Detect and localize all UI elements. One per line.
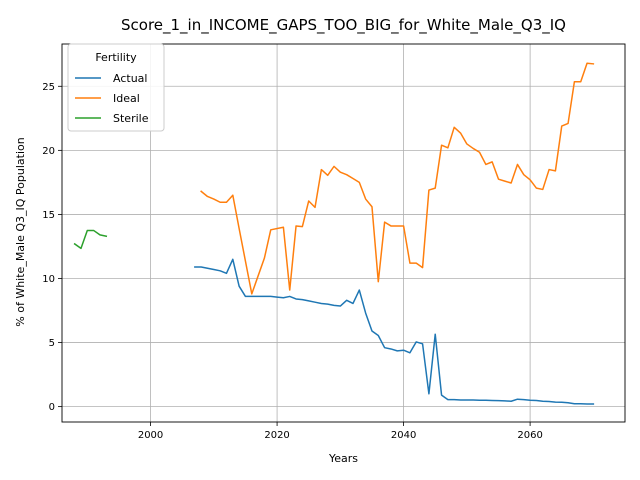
x-tick-label: 2020 xyxy=(264,430,289,441)
gridlines xyxy=(62,44,625,422)
x-axis: 2000 2020 2040 2060 xyxy=(138,422,543,441)
legend-label-sterile: Sterile xyxy=(113,112,149,125)
y-tick-label: 15 xyxy=(42,210,55,221)
legend-title: Fertility xyxy=(95,51,137,64)
x-tick-label: 2000 xyxy=(138,430,163,441)
y-tick-label: 25 xyxy=(42,82,55,93)
legend-frame xyxy=(67,43,165,132)
x-tick-label: 2060 xyxy=(517,430,542,441)
series-line-ideal xyxy=(200,62,595,295)
x-tick-label: 2040 xyxy=(391,430,416,441)
y-axis: 0 5 10 15 20 25 xyxy=(42,82,62,413)
plot-frame xyxy=(61,43,626,423)
series-line-actual xyxy=(194,258,595,405)
y-tick-label: 20 xyxy=(42,146,55,157)
legend-items: Actual Ideal Sterile xyxy=(75,72,149,125)
y-tick-label: 10 xyxy=(42,274,55,285)
series-layer xyxy=(73,62,595,405)
x-axis-label: Years xyxy=(328,452,358,465)
legend-label-actual: Actual xyxy=(113,72,147,85)
y-tick-label: 0 xyxy=(49,402,55,413)
chart-title: Score_1_in_INCOME_GAPS_TOO_BIG_for_White… xyxy=(121,16,566,35)
series-line-sterile xyxy=(73,229,108,250)
y-axis-label: % of White_Male Q3_IQ Population xyxy=(14,137,27,326)
legend: Fertility Actual Ideal Sterile xyxy=(67,43,165,132)
y-tick-label: 5 xyxy=(49,338,55,349)
legend-label-ideal: Ideal xyxy=(113,92,140,105)
